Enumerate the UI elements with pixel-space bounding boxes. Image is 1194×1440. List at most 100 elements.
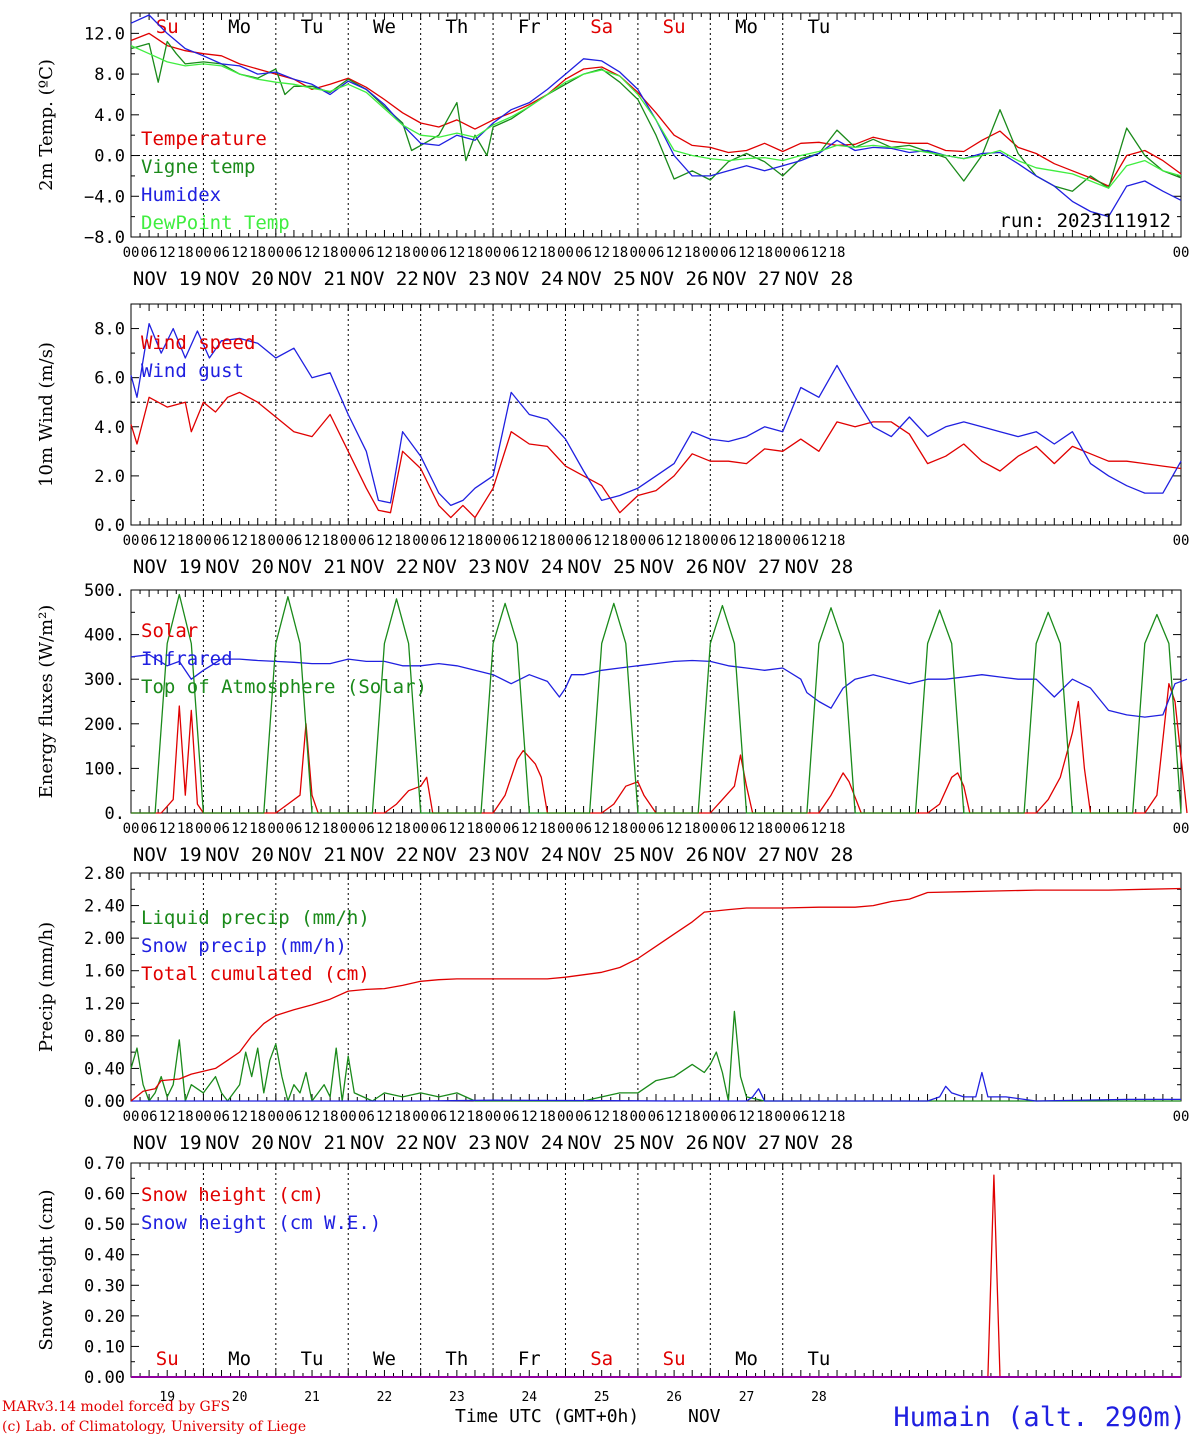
y-tick-label: −8.0: [84, 228, 125, 248]
weekday-label: We: [373, 16, 396, 38]
y-tick-label: 0.40: [84, 1059, 125, 1079]
weekday-label: Fr: [518, 1348, 541, 1370]
hour-tick-label: 00: [340, 533, 357, 549]
legend-entry: Wind gust: [141, 360, 244, 382]
hour-tick-label: 00: [195, 245, 212, 261]
date-label: NOV 25: [567, 1132, 636, 1154]
hour-tick-label: 00: [774, 821, 791, 837]
weekday-label: Th: [445, 1348, 468, 1370]
hour-tick-label: 12: [376, 1109, 393, 1125]
hour-tick-label: 06: [503, 1109, 520, 1125]
hour-tick-label: 18: [829, 533, 846, 549]
legend-entry: Humidex: [141, 184, 221, 206]
legend-entry: Snow height (cm): [141, 1184, 324, 1206]
hour-tick-label: 12: [666, 245, 683, 261]
date-label: NOV 19: [133, 1132, 202, 1154]
y-tick-label: 1.20: [84, 994, 125, 1014]
hour-tick-label: 06: [720, 533, 737, 549]
y-tick-label: 0.60: [84, 1185, 125, 1205]
y-tick-label: 0.00: [84, 1092, 125, 1112]
date-label: NOV 22: [350, 268, 419, 290]
series-line: [130, 654, 1188, 718]
day-number-label: 21: [304, 1390, 320, 1405]
hour-tick-label: 06: [720, 821, 737, 837]
weekday-label: Sa: [590, 16, 613, 38]
y-tick-label: 4.0: [94, 418, 125, 438]
hour-tick-label: 18: [177, 821, 194, 837]
legend-entry: Total cumulated (cm): [141, 963, 370, 985]
series-line: [131, 593, 1182, 814]
series-line: [130, 1010, 1181, 1102]
hour-tick-label: 06: [213, 1109, 230, 1125]
hour-tick-label: 18: [394, 245, 411, 261]
day-number-label: 27: [739, 1390, 755, 1405]
y-tick-label: −4.0: [84, 187, 125, 207]
hour-tick-label: 00: [123, 533, 140, 549]
hour-tick-label: 18: [684, 245, 701, 261]
hour-tick-label: 00: [629, 821, 646, 837]
y-tick-label: 0.10: [84, 1337, 125, 1357]
day-number-label: 24: [521, 1390, 537, 1405]
hour-tick-label: 06: [358, 1109, 375, 1125]
y-axis-label: Precip (mm/h): [36, 922, 57, 1052]
date-label: NOV 24: [495, 1132, 564, 1154]
hour-tick-label: 18: [611, 821, 628, 837]
hour-tick-label: 06: [575, 245, 592, 261]
y-tick-label: 0.0: [94, 516, 125, 536]
series-line: [130, 887, 1182, 1102]
y-tick-label: 4.0: [94, 106, 125, 126]
y-tick-label: 0.70: [84, 1154, 125, 1174]
date-label: NOV 27: [712, 1132, 781, 1154]
hour-tick-label: 06: [141, 245, 158, 261]
hour-tick-label: 06: [648, 1109, 665, 1125]
hour-tick-label: 06: [286, 1109, 303, 1125]
date-label: NOV 25: [567, 844, 636, 866]
hour-tick-label: 06: [720, 245, 737, 261]
series-line: [130, 45, 1182, 189]
hour-tick-label: 18: [539, 533, 556, 549]
hour-tick-label: 18: [611, 245, 628, 261]
hour-tick-label: 00: [267, 1109, 284, 1125]
hour-tick-label: 06: [213, 245, 230, 261]
day-number-label: 28: [811, 1390, 827, 1405]
plot-frame: [130, 589, 1182, 814]
hour-tick-label: 00: [557, 821, 574, 837]
hour-tick-label: 18: [684, 1109, 701, 1125]
weekday-label: Tu: [807, 16, 830, 38]
y-tick-label: 2.0: [94, 467, 125, 487]
hour-tick-label: 18: [539, 1109, 556, 1125]
hour-tick-label: 12: [304, 1109, 321, 1125]
hour-tick-label: 06: [430, 245, 447, 261]
hour-tick-label: 12: [738, 1109, 755, 1125]
legend-entry: Infrared: [141, 648, 233, 670]
hour-tick-label: 12: [376, 821, 393, 837]
weekday-label: Tu: [807, 1348, 830, 1370]
hour-tick-label: 06: [792, 245, 809, 261]
hour-tick-label: 00: [557, 245, 574, 261]
weekday-label: Sa: [590, 1348, 613, 1370]
date-label: NOV 20: [205, 268, 274, 290]
weekday-label: Fr: [518, 16, 541, 38]
day-number-label: 26: [666, 1390, 682, 1405]
hour-tick-label: 00: [412, 821, 429, 837]
date-label: NOV 22: [350, 1132, 419, 1154]
legend-entry: Snow precip (mm/h): [141, 935, 347, 957]
date-label: NOV 19: [133, 268, 202, 290]
hour-tick-label: 12: [521, 245, 538, 261]
hour-tick-label: 12: [159, 245, 176, 261]
hour-tick-label: 12: [304, 245, 321, 261]
series-line: [130, 322, 1182, 507]
hour-tick-label: 00: [123, 1109, 140, 1125]
date-label: NOV 28: [785, 1132, 854, 1154]
date-label: NOV 25: [567, 556, 636, 578]
hour-tick-label: 00: [412, 533, 429, 549]
y-tick-label: 0.40: [84, 1246, 125, 1266]
weekday-label: Mo: [228, 1348, 251, 1370]
day-number-label: 25: [594, 1390, 610, 1405]
legend-entry: Vigne temp: [141, 156, 255, 178]
y-tick-label: 200.: [84, 715, 125, 735]
y-tick-label: 500.: [84, 581, 125, 601]
plot-frame: [130, 12, 1182, 238]
hour-tick-label: 06: [141, 533, 158, 549]
y-axis-label: 2m Temp. (ºC): [36, 59, 57, 191]
